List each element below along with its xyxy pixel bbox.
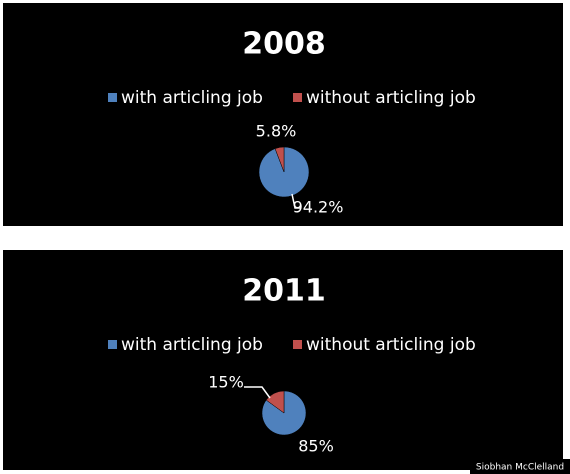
legend-marker (108, 93, 117, 102)
legend-marker (293, 340, 302, 349)
data-label: 15% (208, 373, 244, 392)
legend-label: with articling job (121, 88, 263, 108)
leader-line (244, 386, 271, 399)
pie-slice (265, 390, 285, 414)
chart-title: 2011 (242, 274, 326, 309)
data-label: 94.2% (293, 198, 344, 217)
credit: Siobhan McClelland (476, 463, 564, 473)
legend-marker (293, 93, 302, 102)
legend-label: without articling job (306, 88, 476, 108)
legend-label: with articling job (121, 335, 263, 355)
chart-title: 2008 (242, 27, 326, 62)
data-label: 85% (298, 437, 334, 456)
data-label: 5.8% (256, 122, 297, 141)
leader-line (291, 193, 300, 209)
pie-slice (274, 146, 285, 173)
credit-box (470, 459, 570, 474)
legend-marker (108, 340, 117, 349)
legend-label: without articling job (306, 335, 476, 355)
